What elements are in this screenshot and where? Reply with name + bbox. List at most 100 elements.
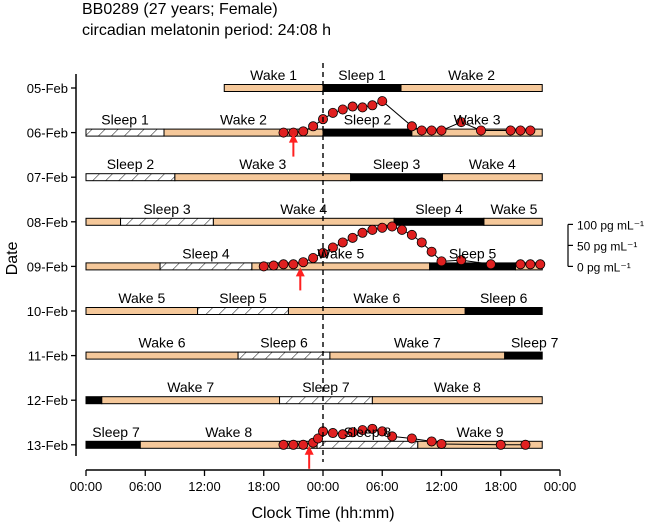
melatonin-point [327,242,338,253]
sleep-segment [504,351,543,360]
sleep-label: Sleep 7 [92,424,140,440]
wake-segment [85,217,122,226]
melatonin-point [515,259,526,270]
melatonin-point [288,439,299,450]
melatonin-point [367,423,378,434]
sleep-segment [159,262,253,271]
melatonin-point [347,101,358,112]
wake-segment [85,351,239,360]
date-label: 09-Feb [27,259,68,274]
sleep-segment [393,217,485,226]
sleep-segment [237,351,331,360]
melatonin-point [313,433,324,444]
melatonin-point [327,428,338,439]
melatonin-point [327,107,338,118]
melatonin-point [426,436,437,447]
melatonin-point [278,259,289,270]
wake-segment [101,396,281,405]
sleep-label: Sleep 3 [143,201,191,217]
sleep-segment [197,307,289,315]
melatonin-point [347,427,358,438]
melatonin-point [298,257,309,268]
sleep-segment [350,173,443,182]
sleep-segment [120,217,214,226]
melatonin-point [367,100,378,111]
melatonin-point [347,232,358,243]
melatonin-point [387,221,398,232]
wake-segment [371,396,543,405]
melatonin-point [337,104,348,115]
x-tick-label: 00:00 [544,479,577,494]
wake-label: Wake 9 [457,424,504,440]
sleep-segment [279,396,373,405]
wake-label: Wake 8 [434,379,481,395]
date-label: 05-Feb [27,81,68,96]
x-tick-label: 00:00 [70,479,103,494]
melatonin-point [456,255,467,266]
date-label: 07-Feb [27,170,68,185]
wake-label: Wake 8 [205,424,252,440]
melatonin-point [377,222,388,233]
melatonin-scale-label: 100 pg mL⁻¹ [577,218,644,232]
sleep-label: Sleep 4 [415,201,463,217]
sleep-label: Sleep 4 [182,245,230,261]
wake-label: Wake 4 [469,156,516,172]
melatonin-point [495,439,506,450]
x-tick-label: 18:00 [247,479,280,494]
melatonin-point [426,125,437,136]
x-tick-label: 00:00 [307,479,340,494]
date-label: 06-Feb [27,126,68,141]
wake-segment [483,217,543,226]
melatonin-point [436,438,447,449]
wake-segment [441,173,543,182]
y-axis-label: Date [4,241,21,275]
wake-label: Wake 3 [454,112,501,128]
sleep-label: Sleep 5 [449,245,497,261]
wake-label: Wake 5 [118,290,165,306]
date-label: 08-Feb [27,215,68,230]
melatonin-point [406,433,417,444]
melatonin-point [278,439,289,450]
date-label: 11-Feb [28,349,68,364]
sleep-label: Sleep 7 [511,335,559,351]
melatonin-point [357,227,368,238]
melatonin-point [436,125,447,136]
melatonin-point [278,127,289,138]
x-axis-label: Clock Time (hh:mm) [251,505,394,522]
wake-segment [287,307,466,315]
sleep-label: Sleep 1 [101,112,149,128]
wake-label: Wake 6 [139,335,186,351]
melatonin-point [377,96,388,107]
melatonin-point [520,439,531,450]
onset-arrow-head [295,267,305,277]
wake-label: Wake 1 [250,67,297,83]
sleep-label: Sleep 8 [344,424,392,440]
melatonin-scale-label: 50 pg mL⁻¹ [577,239,637,253]
wake-segment [329,351,506,360]
sleep-segment [464,307,543,315]
chart-title-line1: BB0289 (27 years; Female) [82,1,278,18]
melatonin-point [258,261,269,272]
melatonin-point [288,259,299,270]
sleep-label: Sleep 1 [338,67,386,83]
melatonin-point [505,125,516,136]
melatonin-point [426,246,437,257]
sleep-segment [85,440,141,449]
melatonin-point [475,125,486,136]
wake-segment [85,307,199,315]
sleep-label: Sleep 7 [302,379,350,395]
melatonin-point [525,259,536,270]
date-label: 10-Feb [27,304,68,319]
sleep-segment [85,128,165,137]
chart-title-line2: circadian melatonin period: 24:08 h [82,22,332,39]
wake-label: Wake 4 [280,201,327,217]
melatonin-point [337,429,348,440]
x-tick-label: 18:00 [484,479,517,494]
sleep-segment [316,440,419,449]
wake-label: Wake 3 [239,156,286,172]
wake-label: Wake 5 [490,201,537,217]
melatonin-point [357,102,368,113]
sleep-label: Sleep 6 [480,290,528,306]
melatonin-point [515,125,526,136]
wake-label: Wake 5 [317,245,364,261]
